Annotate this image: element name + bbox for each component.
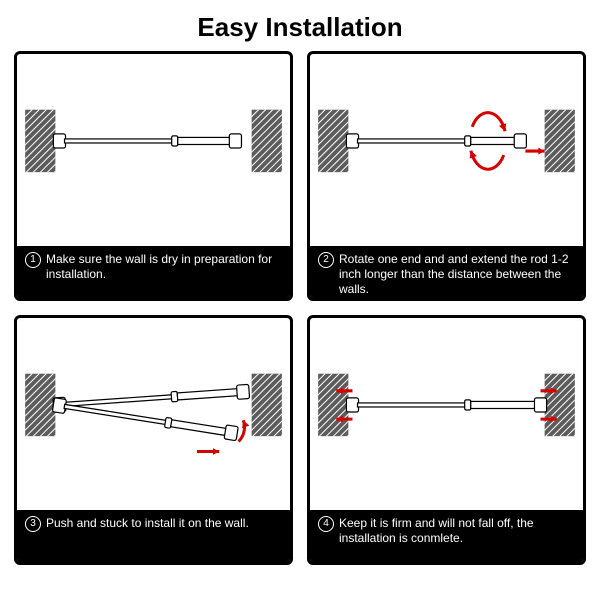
illustration-step-1	[17, 54, 290, 246]
step-number: 4	[318, 516, 334, 532]
illustration-step-2	[310, 54, 583, 246]
illustration-step-4	[310, 318, 583, 510]
panel-step-2: 2 Rotate one end and and extend the rod 1…	[307, 51, 586, 301]
caption-step-3: 3 Push and stuck to install it on the wal…	[17, 510, 290, 564]
step-text: Make sure the wall is dry in preparation…	[46, 252, 282, 282]
caption-step-4: 4 Keep it is firm and will not fall off, …	[310, 510, 583, 564]
step-number: 3	[25, 516, 41, 532]
step-number: 1	[25, 252, 41, 268]
caption-step-1: 1 Make sure the wall is dry in preparatio…	[17, 246, 290, 300]
step-text: Keep it is firm and will not fall off, t…	[339, 516, 575, 546]
panel-step-4: 4 Keep it is firm and will not fall off, …	[307, 315, 586, 565]
step-text: Rotate one end and and extend the rod 1-…	[339, 252, 575, 297]
panel-step-1: 1 Make sure the wall is dry in preparatio…	[14, 51, 293, 301]
illustration-step-3	[17, 318, 290, 510]
step-text: Push and stuck to install it on the wall…	[46, 516, 282, 531]
panel-grid: 1 Make sure the wall is dry in preparatio…	[0, 51, 600, 579]
caption-step-2: 2 Rotate one end and and extend the rod 1…	[310, 246, 583, 300]
step-number: 2	[318, 252, 334, 268]
panel-step-3: 3 Push and stuck to install it on the wal…	[14, 315, 293, 565]
page-title: Easy Installation	[0, 0, 600, 51]
